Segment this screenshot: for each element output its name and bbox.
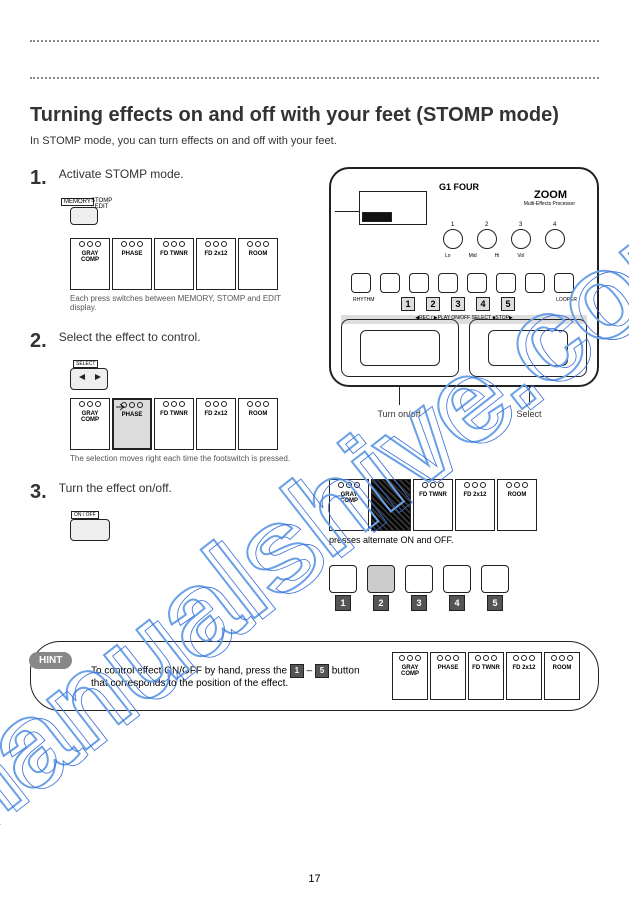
device-drawing: G1 FOUR ZOOM Multi-Effects Processor 1 2… [329,167,599,387]
right-column: G1 FOUR ZOOM Multi-Effects Processor 1 2… [329,167,599,611]
select-button-image: SELECT [70,368,108,390]
foot-label-select: Select [469,409,589,419]
subtitle: In STOMP mode, you can turn effects on a… [30,135,599,147]
step-text: Turn the effect on/off. [59,481,299,495]
hint-box: HINT To control effect ON/OFF by hand, p… [30,641,599,711]
step-number: 3. [30,481,47,504]
step-text: Select the effect to control. [59,330,299,344]
alternate-text: presses alternate ON and OFF. [329,535,599,545]
page-number: 17 [308,873,320,885]
step-number: 1. [30,167,47,190]
stomp-edit-button-image: MEMORY STOMP · EDIT [70,207,98,225]
hint-pedals: GRAY COMP PHASE FD TWNR FD 2x12 ROOM [392,652,580,700]
foot-label-onoff: Turn on/off [339,409,459,419]
pedal-strip-1: GRAY COMP PHASE FD TWNR FD 2x12 ROOM [70,238,299,290]
left-column: 1. Activate STOMP mode. MEMORY STOMP · E… [30,167,299,611]
step-text: Activate STOMP mode. [59,167,299,181]
step1-note: Each press switches between MEMORY, STOM… [70,294,299,312]
onoff-button-image: ON / OFF [70,519,110,541]
divider [30,77,599,79]
pedal-strip-3: GRAY COMP FD TWNR FD 2x12 ROOM [329,479,599,531]
divider [30,40,599,42]
page-title: Turning effects on and off with your fee… [30,104,599,127]
hint-badge: HINT [29,652,72,669]
step-number: 2. [30,330,47,353]
numbered-buttons-row: 1 2 3 4 5 [329,565,599,611]
hint-text: To control effect ON/OFF by hand, press … [91,664,378,689]
pedal-strip-2: GRAY COMP PHASE FD TWNR FD 2x12 ROOM [70,398,299,450]
step2-note: The selection moves right each time the … [70,454,299,463]
